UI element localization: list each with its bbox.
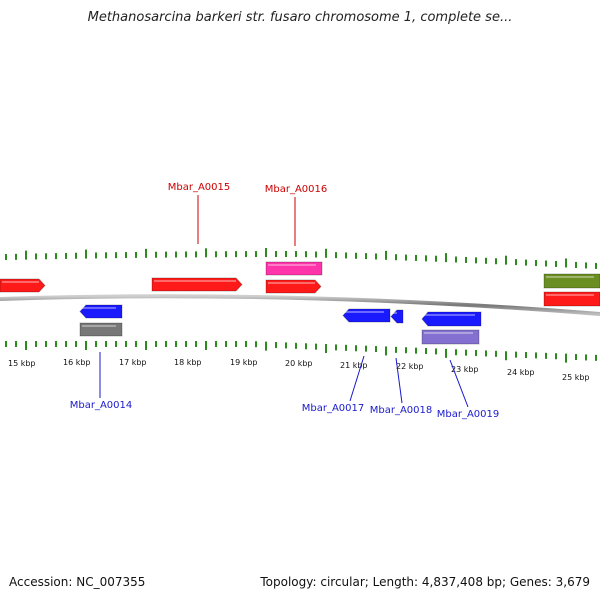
scale-label-track: 15 kbp 16 kbp 17 kbp 18 kbp 19 kbp 20 kbp 21 k…: [8, 358, 590, 382]
feature-highlight: [154, 280, 236, 282]
feature-highlight: [546, 294, 594, 296]
scale-label: 19 kbp: [230, 358, 258, 367]
feature-highlight: [424, 314, 475, 316]
gene-label[interactable]: Mbar_A0017: [302, 403, 365, 414]
feature-highlight: [2, 281, 39, 283]
feature-highlight: [424, 332, 473, 334]
genome-summary: Topology: circular; Length: 4,837,408 bp…: [260, 575, 590, 589]
feature-highlight: [268, 264, 316, 266]
gene-label[interactable]: Mbar_A0014: [70, 400, 133, 411]
scale-label: 23 kbp: [451, 365, 479, 374]
gene-feature[interactable]: [265, 261, 323, 276]
gene-feature[interactable]: [151, 277, 243, 292]
feature-highlight: [345, 311, 384, 313]
genome-backbone: [0, 294, 600, 316]
gene-feature[interactable]: [421, 329, 480, 345]
leader-line: [349, 355, 365, 402]
scale-label: 17 kbp: [119, 358, 147, 367]
gene-feature[interactable]: [79, 322, 123, 337]
gene-feature[interactable]: [390, 309, 404, 324]
feature-highlight: [393, 312, 397, 314]
accession-text: Accession: NC_007355: [9, 575, 146, 589]
scale-label: 25 kbp: [562, 373, 590, 382]
leader-line: [449, 359, 469, 408]
scale-label: 16 kbp: [63, 358, 91, 367]
feature-highlight: [268, 282, 315, 284]
gene-label-track: Mbar_A0015 Mbar_A0016 Mbar_A0014 Mbar_A0017…: [70, 182, 500, 420]
label-leader-lines: [99, 195, 469, 408]
scale-label: 24 kbp: [507, 368, 535, 377]
gene-feature[interactable]: [421, 311, 482, 327]
gene-label[interactable]: Mbar_A0018: [370, 405, 433, 416]
scale-label: 18 kbp: [174, 358, 202, 367]
leader-line: [395, 357, 403, 404]
scale-label: 20 kbp: [285, 359, 313, 368]
map-title: Methanosarcina barkeri str. fusaro chrom…: [87, 10, 513, 25]
gene-feature[interactable]: [543, 273, 600, 289]
scale-label: 15 kbp: [8, 359, 36, 368]
gene-label[interactable]: Mbar_A0016: [265, 184, 328, 195]
feature-highlight: [82, 307, 116, 309]
scale-label: 22 kbp: [396, 362, 424, 371]
gene-label[interactable]: Mbar_A0019: [437, 409, 500, 420]
gene-feature[interactable]: [342, 308, 391, 323]
feature-highlight: [82, 325, 116, 327]
gene-feature[interactable]: [79, 304, 123, 319]
gene-feature[interactable]: [0, 278, 46, 293]
feature-highlight: [546, 276, 594, 278]
feature-track: [0, 261, 600, 345]
scale-label: 21 kbp: [340, 361, 368, 370]
outer-tick-track: [5, 248, 597, 269]
gene-feature[interactable]: [265, 279, 322, 294]
gene-label[interactable]: Mbar_A0015: [168, 182, 231, 193]
gene-feature[interactable]: [543, 291, 600, 307]
inner-tick-track: [5, 341, 597, 363]
